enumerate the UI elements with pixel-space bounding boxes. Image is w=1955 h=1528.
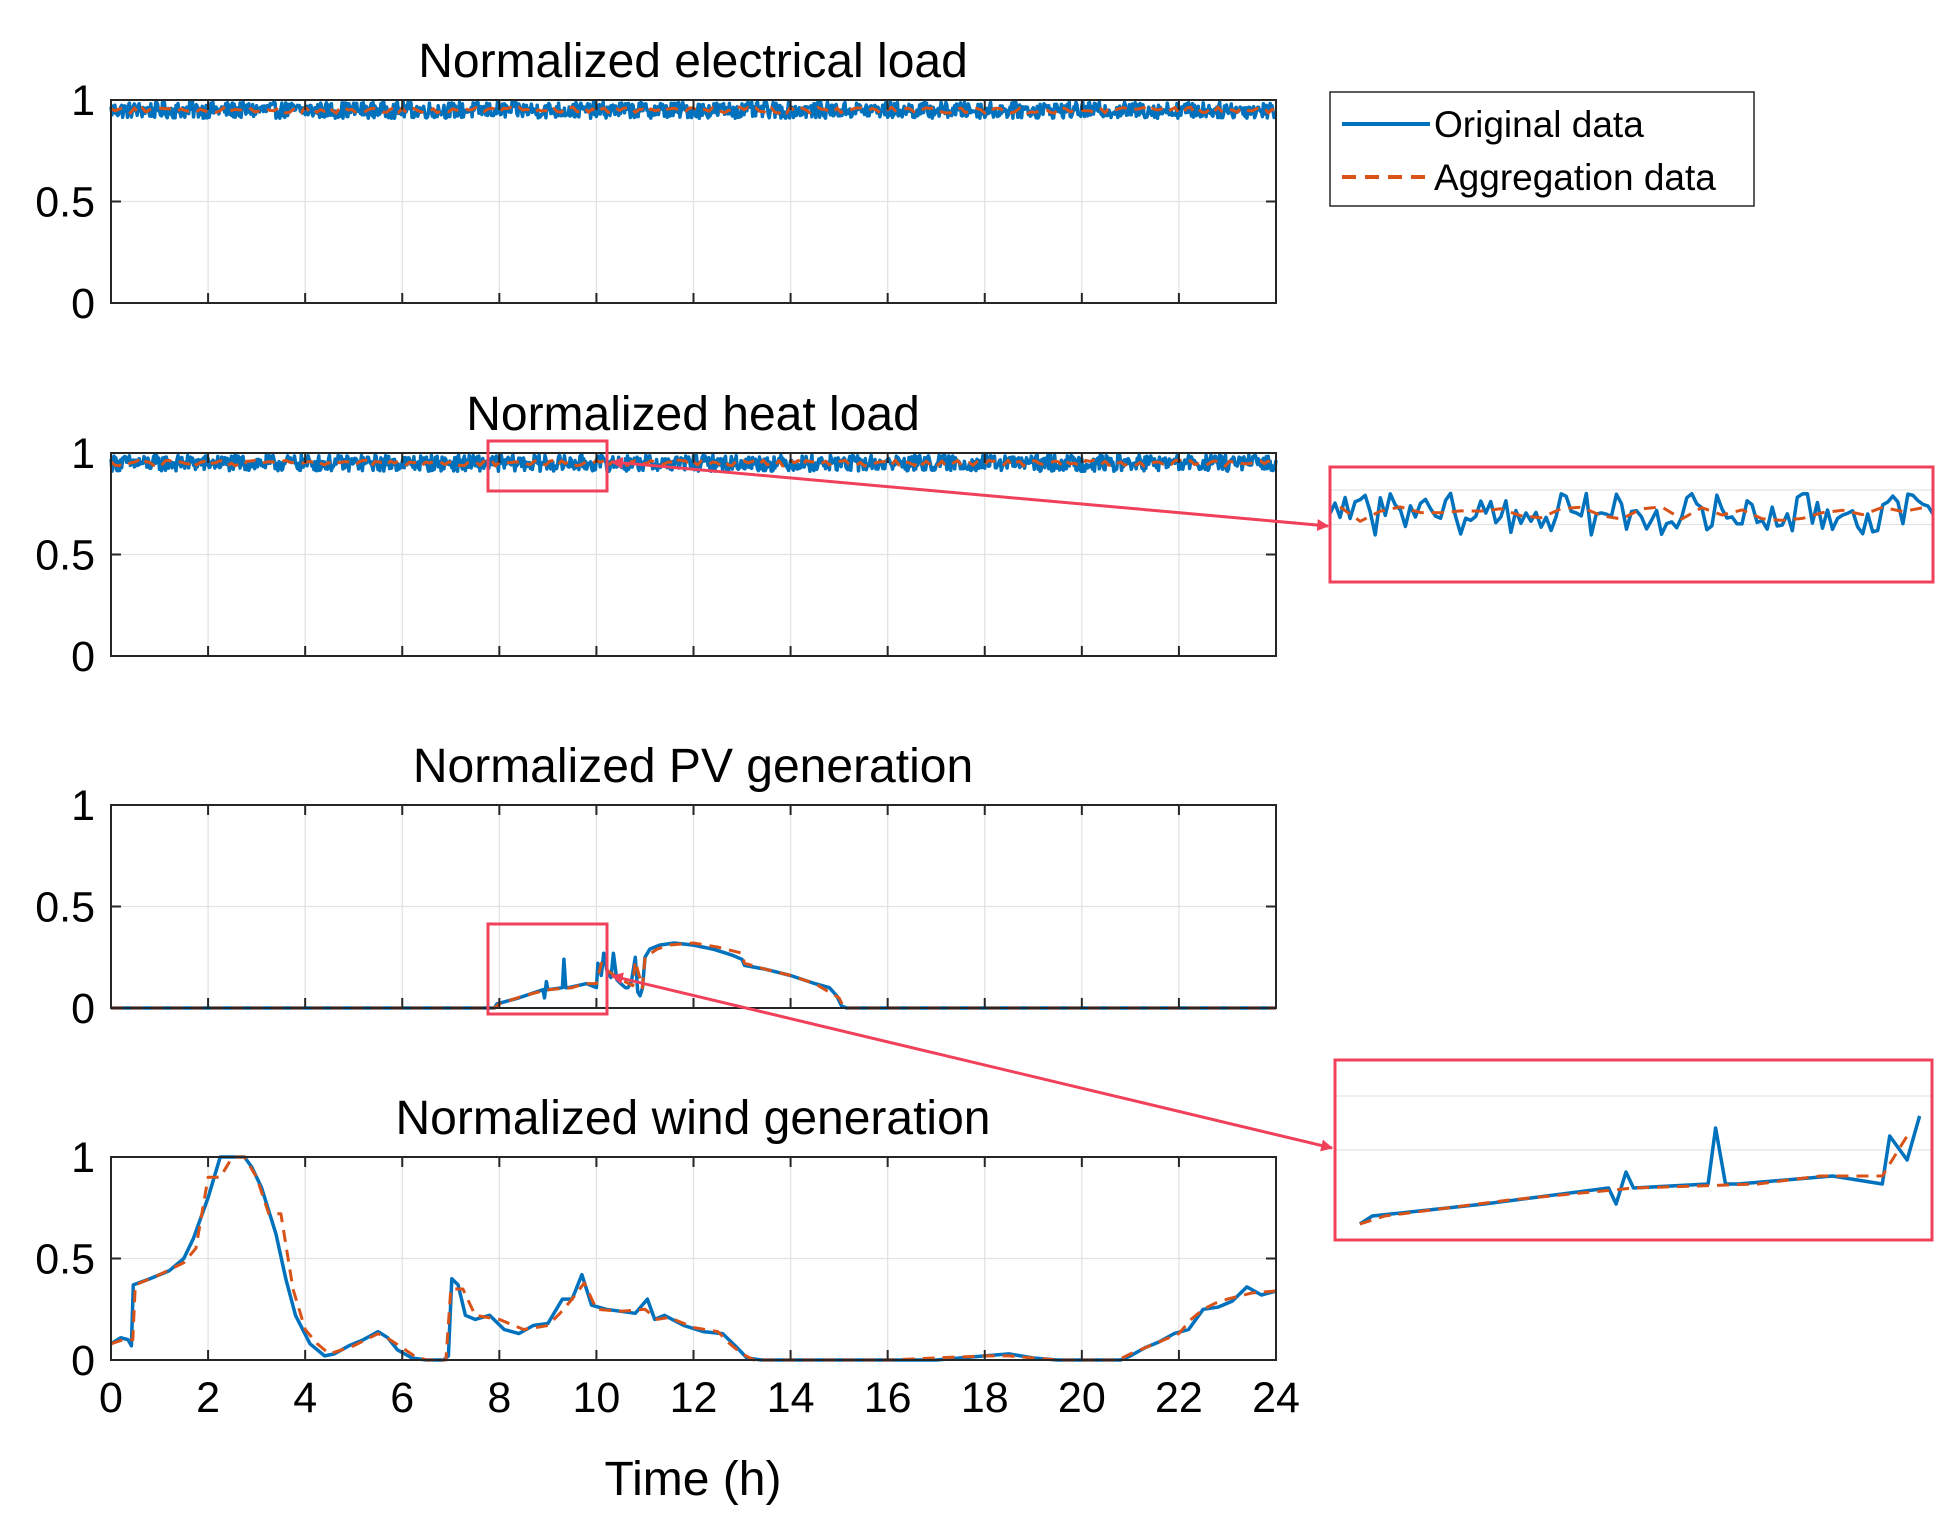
panel-title-heat-load: Normalized heat load bbox=[466, 388, 920, 441]
y-tick-labels-pv-generation: 00.51 bbox=[35, 782, 95, 1033]
y-tick-labels-electrical-load: 00.51 bbox=[35, 77, 95, 328]
y-tick-label: 0 bbox=[71, 280, 95, 328]
y-tick-label: 1 bbox=[71, 430, 95, 478]
y-tick-label: 0.5 bbox=[35, 1236, 95, 1284]
y-tick-label: 0.5 bbox=[35, 179, 95, 227]
y-tick-label: 0 bbox=[71, 633, 95, 681]
inset-zoom-pv bbox=[1333, 1058, 1934, 1242]
legend: Original data Aggregation data bbox=[1329, 91, 1755, 207]
x-tick-label: 6 bbox=[390, 1374, 414, 1422]
x-tick-label: 8 bbox=[487, 1374, 511, 1422]
inset-line-original-heat-load bbox=[1328, 491, 1935, 537]
y-tick-label: 0.5 bbox=[35, 532, 95, 580]
grid-wind-generation bbox=[111, 1157, 1276, 1360]
panel-title-wind-generation: Normalized wind generation bbox=[396, 1092, 991, 1145]
y-tick-label: 0.5 bbox=[35, 884, 95, 932]
inset-heat-load-frame bbox=[1328, 465, 1935, 584]
y-tick-label: 0 bbox=[71, 1337, 95, 1385]
panel-wind-generation: Normalized wind generation 00.51 bbox=[35, 1092, 1277, 1385]
panel-title-pv-generation: Normalized PV generation bbox=[413, 740, 973, 793]
zoom-arrow-pv bbox=[610, 972, 1334, 1152]
x-tick-label: 18 bbox=[961, 1374, 1009, 1422]
x-tick-label: 22 bbox=[1155, 1374, 1203, 1422]
inset-pv-series bbox=[1358, 1115, 1922, 1226]
legend-label-original: Original data bbox=[1434, 104, 1644, 145]
panel-electrical-load: Normalized electrical load 00.51 bbox=[35, 35, 1278, 328]
panel-heat-load: Normalized heat load 00.51 bbox=[35, 388, 1278, 681]
zoom-source-box-pv bbox=[486, 922, 609, 1016]
zoom-annotations bbox=[486, 439, 1334, 1152]
x-tick-label: 24 bbox=[1252, 1374, 1300, 1422]
y-tick-label: 1 bbox=[71, 77, 95, 125]
x-tick-label: 20 bbox=[1058, 1374, 1106, 1422]
x-tick-label: 4 bbox=[293, 1374, 317, 1422]
grid-pv-generation bbox=[111, 805, 1276, 1008]
grid-electrical-load bbox=[111, 100, 1276, 303]
x-axis-label: Time (h) bbox=[605, 1453, 782, 1506]
y-tick-label: 1 bbox=[71, 782, 95, 830]
inset-heat-load-series bbox=[1328, 491, 1935, 537]
inset-line-aggregation-heat-load bbox=[1339, 505, 1924, 523]
zoom-source-box-heat-load bbox=[486, 439, 609, 493]
zoom-arrow-heat-load bbox=[610, 456, 1330, 532]
x-tick-label: 16 bbox=[864, 1374, 912, 1422]
x-tick-label: 10 bbox=[572, 1374, 620, 1422]
legend-box bbox=[1329, 91, 1755, 207]
ticks-wind-generation bbox=[110, 1156, 1277, 1361]
panel-pv-generation: Normalized PV generation 00.51 bbox=[35, 740, 1277, 1033]
panel-title-electrical-load: Normalized electrical load bbox=[418, 35, 968, 88]
y-tick-label: 1 bbox=[71, 1134, 95, 1182]
x-tick-label: 0 bbox=[99, 1374, 123, 1422]
x-tick-label: 12 bbox=[670, 1374, 718, 1422]
inset-pv-frame bbox=[1333, 1058, 1934, 1242]
inset-line-aggregation-pv bbox=[1359, 1135, 1909, 1226]
x-tick-label: 14 bbox=[767, 1374, 815, 1422]
inset-zoom-heat-load bbox=[1328, 465, 1935, 584]
legend-label-aggregation: Aggregation data bbox=[1434, 157, 1716, 198]
grid-heat-load bbox=[111, 453, 1276, 656]
y-tick-label: 0 bbox=[71, 985, 95, 1033]
inset-pv-grid bbox=[1335, 1095, 1932, 1151]
y-tick-labels-wind-generation: 00.51 bbox=[35, 1134, 95, 1385]
ticks-electrical-load bbox=[110, 99, 1277, 304]
x-tick-label: 2 bbox=[196, 1374, 220, 1422]
x-tick-labels: 0 2 4 6 8 10 12 14 16 18 20 22 24 bbox=[99, 1374, 1300, 1422]
y-tick-labels-heat-load: 00.51 bbox=[35, 430, 95, 681]
